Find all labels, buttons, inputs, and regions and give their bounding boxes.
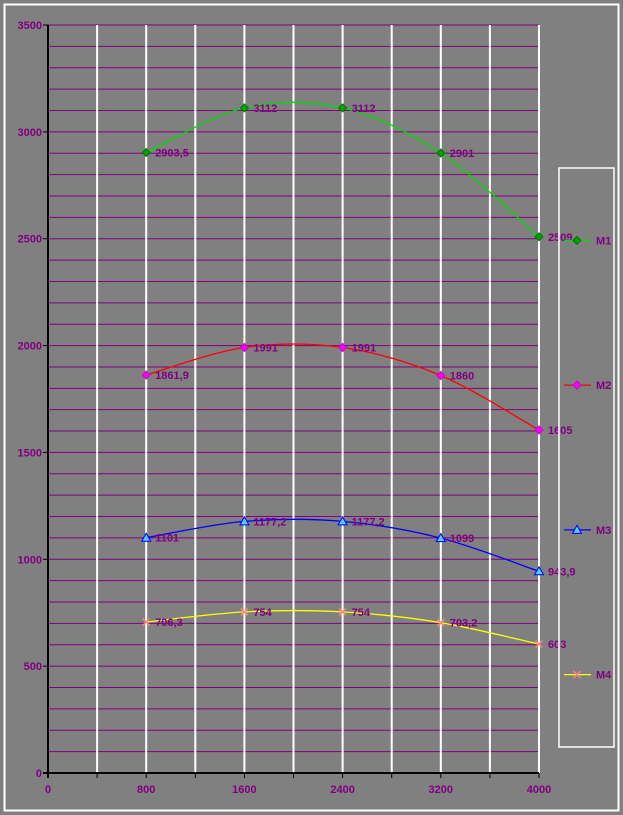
data-label: 2901 (450, 148, 474, 160)
data-label: 1860 (450, 370, 474, 382)
y-axis-label: 3500 (18, 20, 42, 32)
data-label: 754 (352, 607, 371, 619)
legend-label-M1: M1 (596, 235, 611, 247)
legend-marker-M4 (572, 670, 582, 679)
data-label: 1991 (352, 342, 376, 354)
x-axis-label: 4000 (527, 784, 551, 796)
x-axis-label: 800 (137, 784, 155, 796)
series-marker-M3 (533, 565, 545, 576)
legend-box (558, 167, 615, 748)
series-marker-M2 (337, 342, 348, 353)
series-marker-M4 (240, 607, 249, 616)
series-marker-M2 (436, 370, 446, 381)
data-label: 1605 (548, 425, 572, 437)
data-label: 2509 (548, 232, 572, 244)
series-marker-M1 (534, 232, 544, 242)
y-axis-label: 2500 (18, 234, 42, 246)
x-axis-label: 3200 (429, 784, 453, 796)
data-label: 3112 (352, 103, 376, 115)
series-marker-M3 (337, 515, 348, 526)
x-axis-label: 2400 (330, 784, 354, 796)
series-marker-M3 (140, 532, 152, 542)
series-marker-M3 (435, 532, 447, 543)
data-label: 703,2 (450, 618, 478, 630)
data-label: 2903,5 (155, 147, 189, 159)
y-axis-label: 1000 (18, 554, 42, 566)
data-label: 603 (548, 639, 566, 651)
legend-marker-M3 (571, 524, 583, 534)
y-axis-label: 500 (24, 661, 42, 673)
legend-marker-M1 (572, 235, 582, 246)
series-marker-M4 (534, 640, 544, 649)
series-marker-M2 (239, 342, 250, 353)
series-marker-M4 (436, 618, 445, 627)
data-label: 1099 (450, 533, 474, 545)
legend-label-M3: M3 (596, 525, 611, 537)
legend-label-M4: M4 (596, 670, 612, 682)
y-axis-label: 3000 (18, 127, 42, 139)
data-label: 1177,2 (352, 516, 385, 528)
data-label: 1101 (155, 533, 179, 545)
data-label: 943,9 (548, 566, 576, 578)
data-label: 1991 (253, 342, 277, 354)
y-axis-label: 1500 (18, 447, 42, 459)
data-label: 754 (253, 607, 272, 619)
series-marker-M1 (141, 147, 151, 158)
data-label: 1861,9 (155, 370, 189, 382)
data-label: 1177,2 (253, 516, 286, 528)
outer-frame (3, 3, 620, 812)
series-marker-M2 (534, 425, 544, 435)
x-axis-label: 0 (45, 784, 51, 796)
legend-marker-M2 (572, 380, 582, 390)
series-marker-M1 (436, 148, 446, 158)
series-marker-M4 (338, 607, 347, 616)
y-axis-label: 0 (36, 768, 42, 780)
data-label: 3112 (253, 103, 277, 115)
series-marker-M3 (239, 515, 250, 526)
series-marker-M1 (239, 103, 250, 113)
series-marker-M4 (142, 618, 151, 627)
y-axis-label: 2000 (18, 341, 42, 353)
series-marker-M1 (337, 103, 348, 113)
x-axis-label: 1600 (232, 784, 256, 796)
legend-label-M2: M2 (596, 380, 611, 392)
series-marker-M2 (141, 370, 151, 380)
data-label: 706,3 (155, 617, 183, 629)
